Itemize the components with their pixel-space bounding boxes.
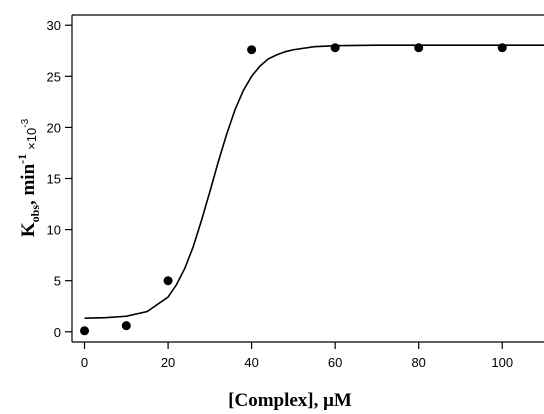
y-axis-multiplier: ×10 <box>24 128 39 150</box>
y-axis-title: Kobs, min-1 ×10-3 <box>15 118 42 237</box>
x-tick-label: 40 <box>244 355 258 370</box>
x-tick-label: 60 <box>328 355 342 370</box>
data-point <box>121 321 131 331</box>
x-tick-label: 20 <box>161 355 175 370</box>
y-ticks: 0 5 10 15 20 25 30 <box>47 18 72 340</box>
y-tick-label: 5 <box>54 274 61 289</box>
y-axis-title-rest: , min <box>18 163 39 205</box>
data-point <box>497 43 507 53</box>
y-tick-label: 0 <box>54 325 61 340</box>
x-tick-label: 0 <box>81 355 88 370</box>
y-axis-title-main: K <box>18 222 39 237</box>
y-tick-label: 15 <box>47 172 61 187</box>
x-axis-title: [Complex], μM <box>228 390 352 411</box>
axes <box>71 14 544 343</box>
y-tick-label: 25 <box>47 69 61 84</box>
data-point <box>163 276 173 286</box>
x-tick-label: 100 <box>491 355 513 370</box>
data-point <box>80 326 90 336</box>
data-point <box>247 45 257 55</box>
x-ticks: 0 20 40 60 80 100 <box>81 342 513 370</box>
data-point <box>330 43 340 53</box>
y-tick-label: 20 <box>47 120 61 135</box>
fit-curve <box>84 44 544 319</box>
y-tick-label: 10 <box>47 223 61 238</box>
y-axis-title-group: Kobs, min-1 ×10-3 <box>15 118 42 237</box>
data-points <box>80 43 507 336</box>
y-tick-label: 30 <box>47 18 61 33</box>
y-axis-title-superscript: -1 <box>15 154 29 164</box>
data-point <box>414 43 424 53</box>
y-axis-multiplier-exponent: -3 <box>20 118 31 127</box>
x-tick-label: 80 <box>411 355 425 370</box>
y-axis-title-subscript: obs <box>28 205 42 223</box>
